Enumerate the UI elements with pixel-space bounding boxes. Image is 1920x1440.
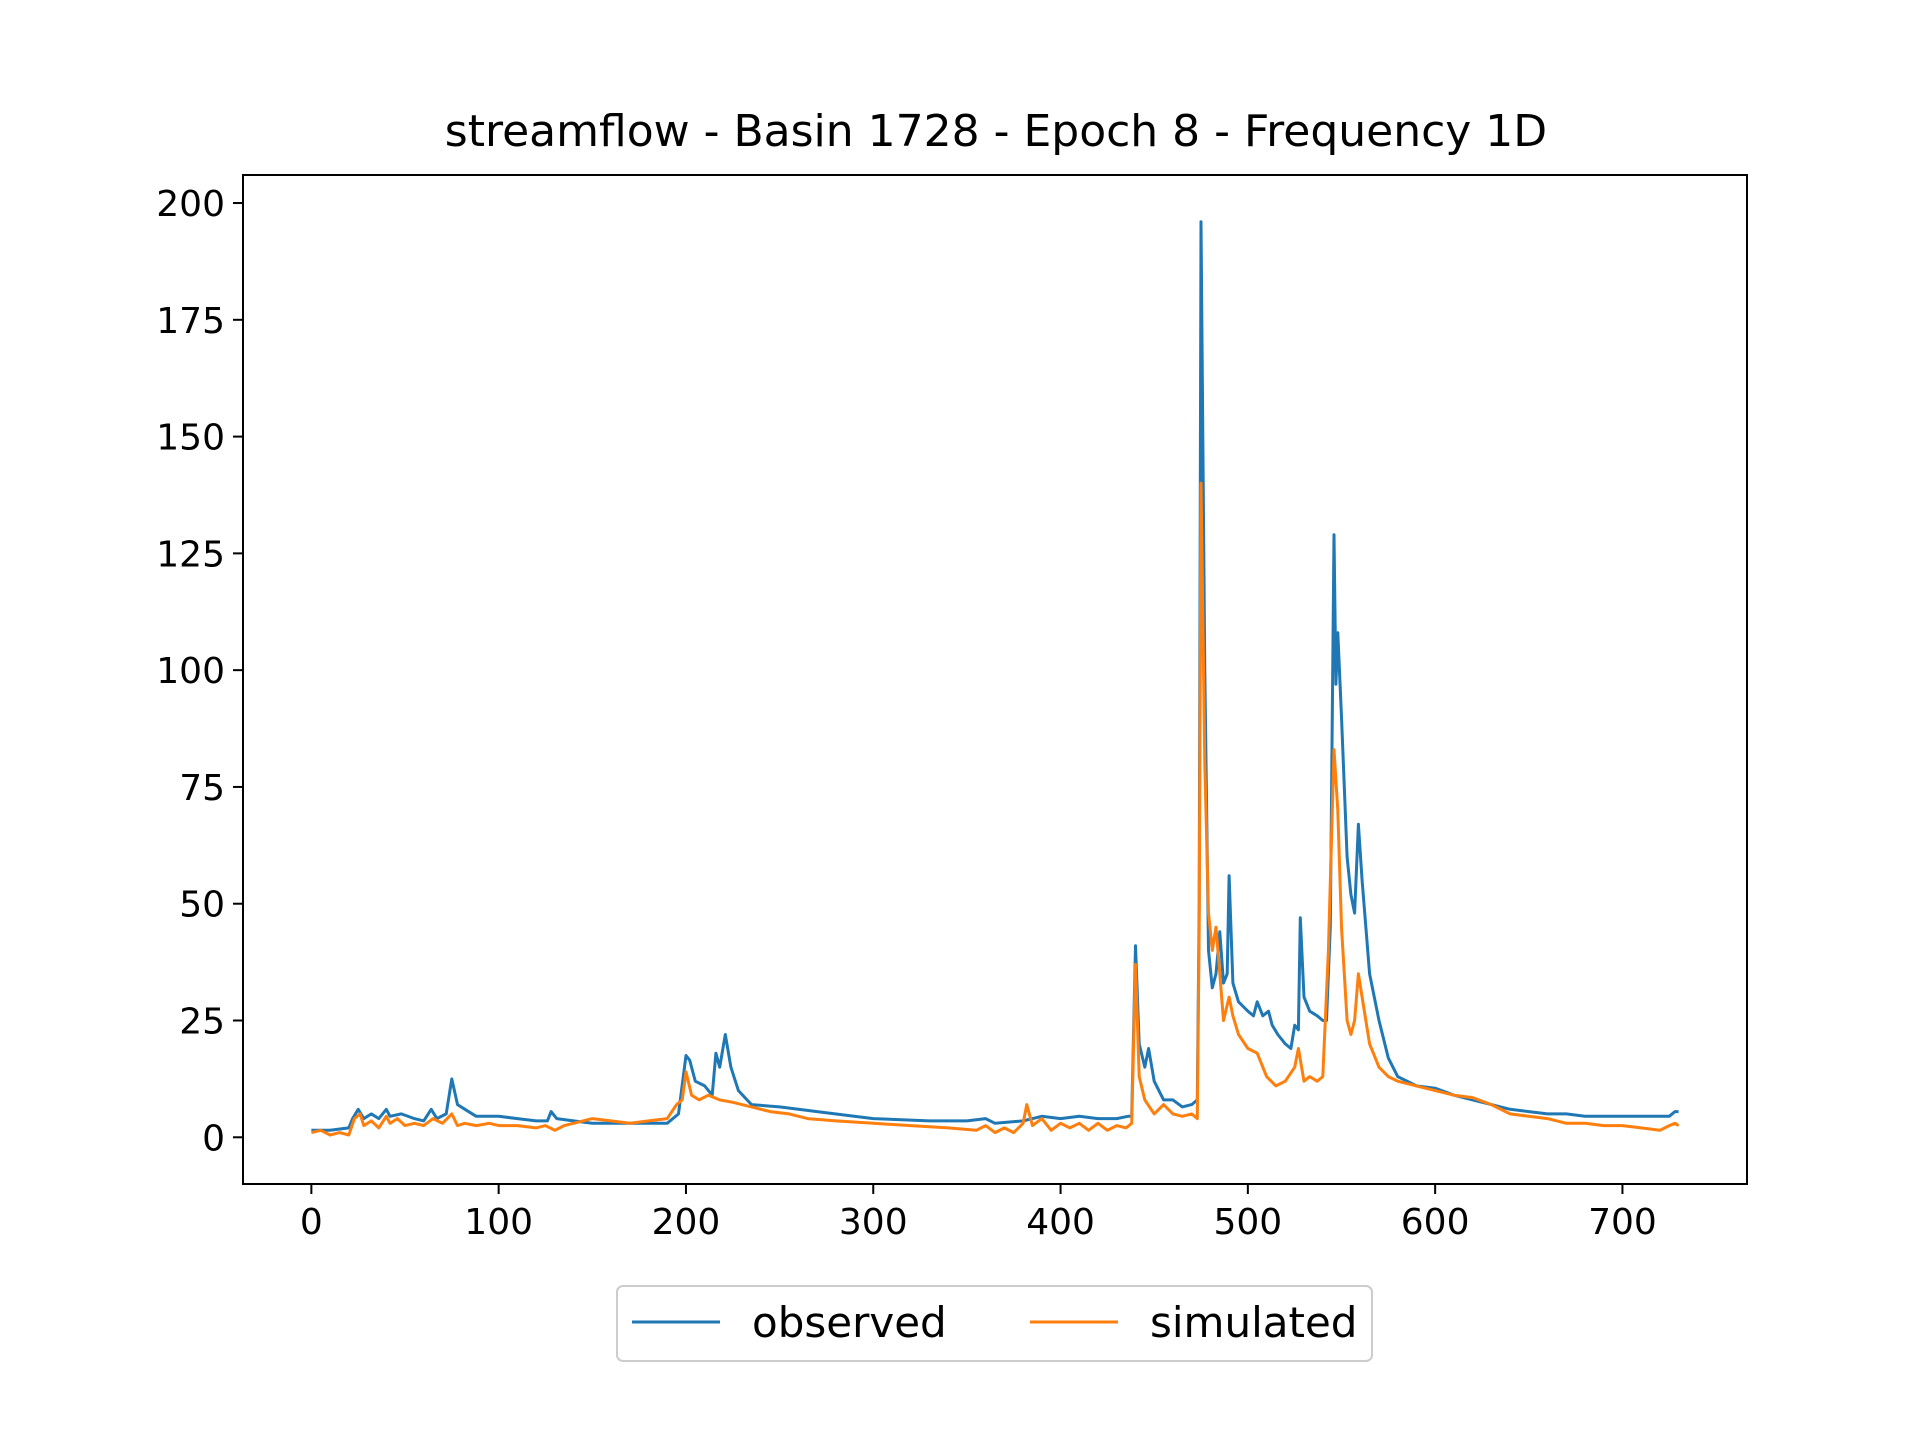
legend-observed-label: observed bbox=[752, 1298, 947, 1347]
y-tick-label: 50 bbox=[179, 885, 225, 926]
x-tick-label: 700 bbox=[1588, 1202, 1657, 1243]
y-tick-label: 125 bbox=[156, 534, 225, 575]
x-tick-label: 600 bbox=[1401, 1202, 1470, 1243]
x-tick-label: 200 bbox=[652, 1202, 721, 1243]
series-line-simulated bbox=[311, 481, 1680, 1137]
x-tick-label: 0 bbox=[300, 1202, 323, 1243]
y-tick-label: 150 bbox=[156, 418, 225, 459]
y-tick-label: 175 bbox=[156, 301, 225, 342]
legend: observed simulated bbox=[616, 1285, 1373, 1362]
x-axis: 0 100 200 300 400 500 600 700 bbox=[300, 1184, 1657, 1243]
y-tick-label: 25 bbox=[179, 1002, 225, 1043]
y-axis: 0 25 50 75 100 125 150 175 200 bbox=[156, 184, 243, 1159]
x-tick-label: 100 bbox=[464, 1202, 533, 1243]
y-tick-label: 75 bbox=[179, 768, 225, 809]
y-tick-label: 200 bbox=[156, 184, 225, 225]
legend-simulated-label: simulated bbox=[1150, 1298, 1357, 1347]
series-lines bbox=[311, 220, 1680, 1137]
x-tick-label: 400 bbox=[1026, 1202, 1095, 1243]
series-line-observed bbox=[311, 220, 1679, 1132]
y-tick-label: 100 bbox=[156, 651, 225, 692]
x-tick-label: 300 bbox=[839, 1202, 908, 1243]
chart-title: streamflow - Basin 1728 - Epoch 8 - Freq… bbox=[445, 106, 1547, 157]
x-tick-label: 500 bbox=[1213, 1202, 1282, 1243]
legend-frame bbox=[616, 1285, 1373, 1362]
y-tick-label: 0 bbox=[202, 1118, 225, 1159]
plot-frame bbox=[242, 174, 1748, 1185]
